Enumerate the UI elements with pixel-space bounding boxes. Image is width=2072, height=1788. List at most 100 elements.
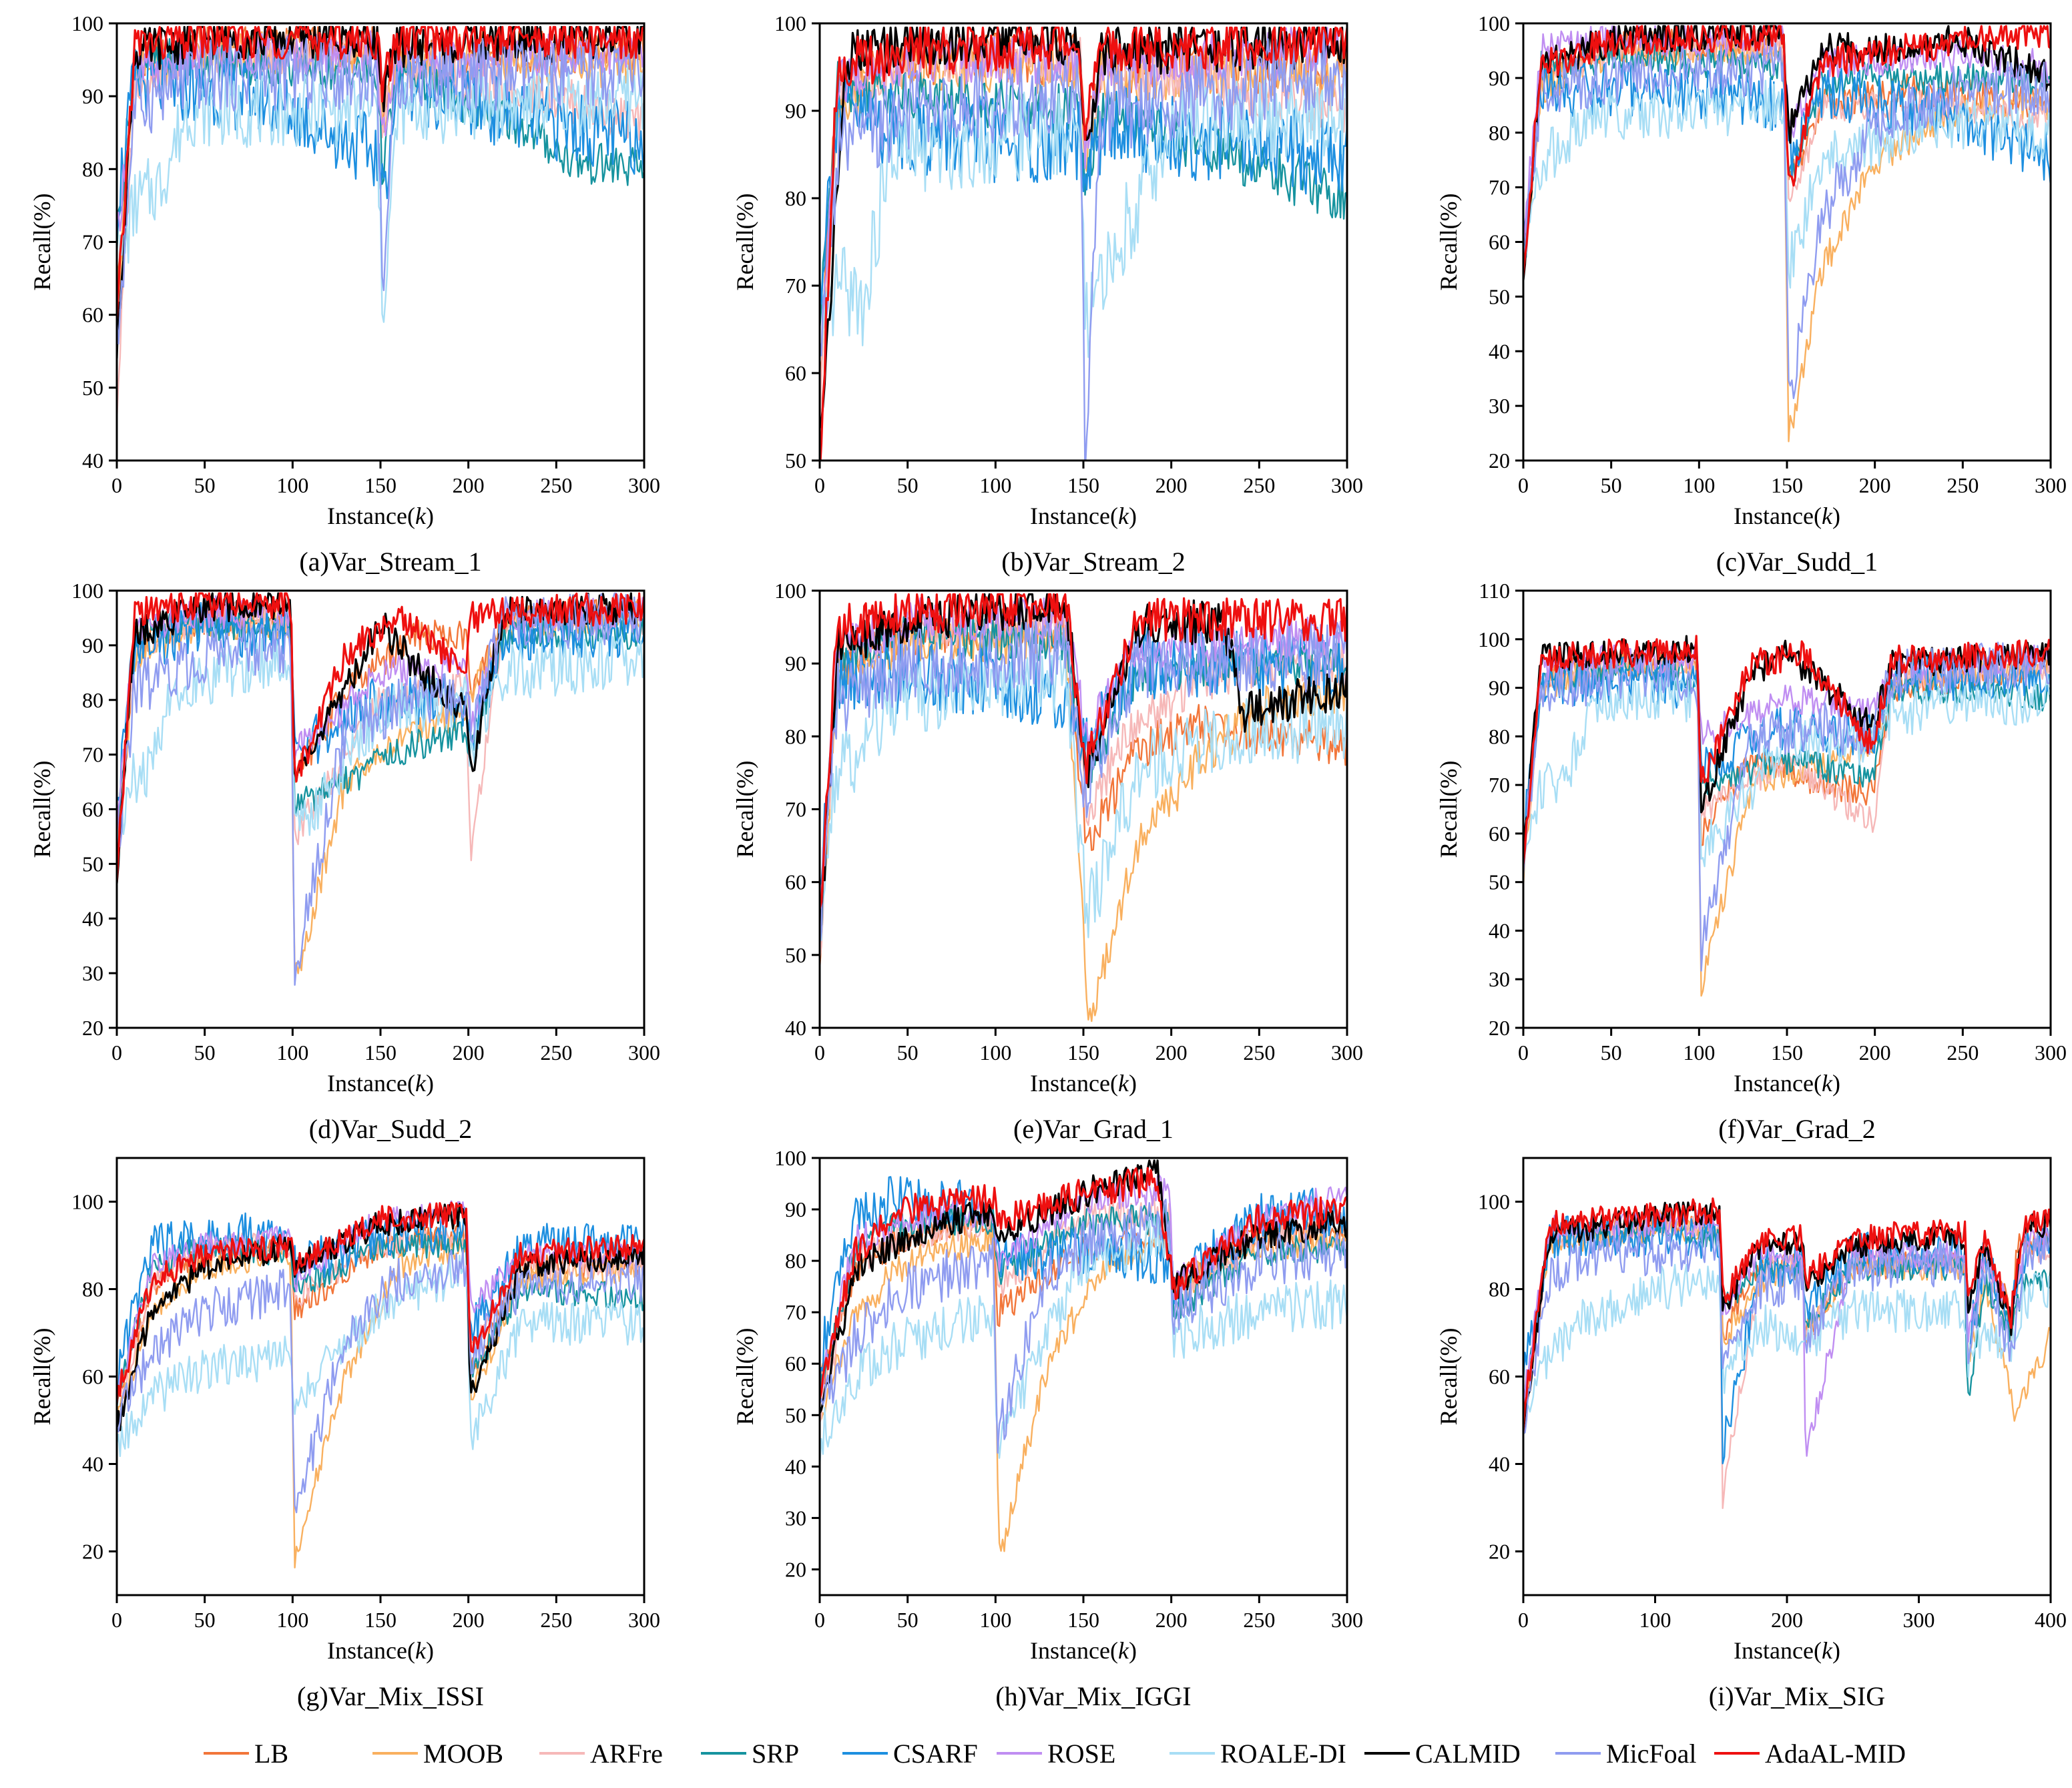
x-tick-label: 200	[1771, 1608, 1803, 1632]
x-tick-label: 100	[1639, 1608, 1671, 1632]
x-tick-label: 200	[1155, 1040, 1188, 1065]
legend-label: CSARF	[893, 1739, 978, 1769]
series-line-roale-di	[1523, 79, 2051, 289]
y-axis-title: Recall(%)	[1435, 1328, 1462, 1426]
y-tick-label: 50	[82, 852, 103, 876]
y-tick-label: 110	[1479, 579, 1510, 603]
y-axis-title: Recall(%)	[1435, 194, 1462, 291]
legend-item-csarf: CSARF	[842, 1739, 978, 1769]
x-tick-label: 250	[1243, 1040, 1275, 1065]
y-tick-label: 40	[785, 1016, 806, 1040]
series-line-roale-di	[1523, 1263, 2051, 1437]
y-tick-label: 100	[774, 11, 806, 35]
x-tick-label: 100	[1683, 473, 1715, 497]
x-axis-title: Instance(k)	[1030, 1070, 1137, 1097]
legend-label: SRP	[752, 1739, 799, 1769]
y-tick-label: 40	[82, 1452, 103, 1476]
y-tick-label: 90	[82, 633, 103, 657]
x-tick-label: 100	[276, 1040, 308, 1065]
y-tick-label: 20	[82, 1016, 103, 1040]
series-line-adaal-mid	[820, 26, 1347, 461]
x-tick-label: 0	[814, 473, 825, 497]
x-tick-label: 100	[979, 1608, 1011, 1632]
x-tick-label: 300	[1331, 1608, 1363, 1632]
x-tick-label: 300	[628, 473, 660, 497]
y-tick-label: 50	[82, 376, 103, 400]
y-tick-label: 60	[82, 798, 103, 822]
x-tick-label: 100	[979, 1040, 1011, 1065]
y-tick-label: 100	[1478, 627, 1510, 651]
y-tick-label: 80	[785, 724, 806, 748]
x-tick-label: 50	[1601, 473, 1622, 497]
x-axis-title: Instance(k)	[1734, 1637, 1840, 1664]
x-tick-label: 50	[897, 473, 919, 497]
y-tick-label: 90	[785, 99, 806, 123]
x-tick-label: 100	[276, 473, 308, 497]
y-tick-label: 60	[785, 1352, 806, 1376]
series-line-adaal-mid	[117, 1201, 644, 1404]
series-group	[1523, 1197, 2051, 1509]
x-axis-title: Instance(k)	[327, 1070, 434, 1097]
x-axis-title: Instance(k)	[1734, 1070, 1840, 1097]
x-axis-title: Instance(k)	[327, 503, 434, 529]
series-line-adaal-mid	[1523, 1197, 2051, 1432]
y-tick-label: 80	[1489, 121, 1510, 145]
x-tick-label: 50	[194, 1608, 216, 1632]
chart-panel-5: 0 50 100 150 200 250 300 40 50 60 70 80 90 100 Instanc…	[732, 579, 1363, 1144]
y-tick-label: 40	[82, 449, 103, 473]
x-tick-label: 250	[1947, 473, 1979, 497]
y-axis-title: Recall(%)	[29, 1328, 55, 1426]
series-line-adaal-mid	[1523, 25, 2051, 276]
series-line-micfoal	[1523, 641, 2051, 972]
y-tick-label: 60	[1489, 1365, 1510, 1389]
series-line-roale-di	[117, 1255, 644, 1458]
x-tick-label: 150	[1067, 1608, 1099, 1632]
x-tick-label: 50	[897, 1608, 919, 1632]
legend-item-micfoal: MicFoal	[1555, 1739, 1697, 1769]
x-tick-label: 150	[1067, 473, 1099, 497]
y-tick-label: 40	[1489, 1452, 1510, 1476]
legend-label: MOOB	[423, 1739, 503, 1769]
y-tick-label: 20	[1489, 1016, 1510, 1040]
chart-panel-8: 0 50 100 150 200 250 300 20 30 40 50 60 70 80 90 100 Ins…	[732, 1146, 1363, 1711]
series-line-roale-di	[820, 71, 1347, 358]
legend-label: ROSE	[1047, 1739, 1115, 1769]
x-tick-label: 50	[1601, 1040, 1622, 1065]
series-line-roale-di	[820, 651, 1347, 941]
series-group	[117, 25, 644, 420]
panel-caption: (g)Var_Mix_ISSI	[297, 1681, 484, 1711]
x-tick-label: 200	[453, 1040, 485, 1065]
y-tick-label: 100	[71, 1190, 103, 1214]
y-tick-label: 40	[1489, 339, 1510, 363]
y-tick-label: 90	[1489, 676, 1510, 700]
y-tick-label: 40	[82, 906, 103, 930]
y-tick-label: 70	[82, 743, 103, 767]
legend-item-srp: SRP	[701, 1739, 799, 1769]
series-line-adaal-mid	[1523, 635, 2051, 865]
legend: LB MOOB ARFre SRP CSARF ROSE ROALE-DI CALMID Mic…	[204, 1739, 1906, 1769]
x-tick-label: 0	[1518, 1040, 1529, 1065]
y-tick-label: 80	[1489, 724, 1510, 748]
y-tick-label: 80	[785, 186, 806, 210]
y-tick-label: 70	[785, 1300, 806, 1324]
series-line-micfoal	[117, 37, 644, 345]
series-line-adaal-mid	[117, 592, 644, 882]
y-tick-label: 40	[785, 1454, 806, 1478]
x-tick-label: 250	[540, 1608, 572, 1632]
y-tick-label: 80	[1489, 1277, 1510, 1301]
x-tick-label: 400	[2035, 1608, 2067, 1632]
series-line-micfoal	[820, 30, 1347, 461]
y-tick-label: 100	[1478, 11, 1510, 35]
x-tick-label: 50	[194, 473, 216, 497]
series-line-micfoal	[117, 1249, 644, 1514]
x-tick-label: 0	[814, 1040, 825, 1065]
x-tick-label: 300	[1331, 1040, 1363, 1065]
x-tick-label: 150	[1771, 1040, 1803, 1065]
y-tick-label: 50	[1489, 284, 1510, 308]
x-tick-label: 200	[453, 473, 485, 497]
x-tick-label: 300	[2035, 1040, 2067, 1065]
y-tick-label: 80	[82, 157, 103, 181]
x-tick-label: 100	[979, 473, 1011, 497]
y-tick-label: 80	[82, 1277, 103, 1301]
